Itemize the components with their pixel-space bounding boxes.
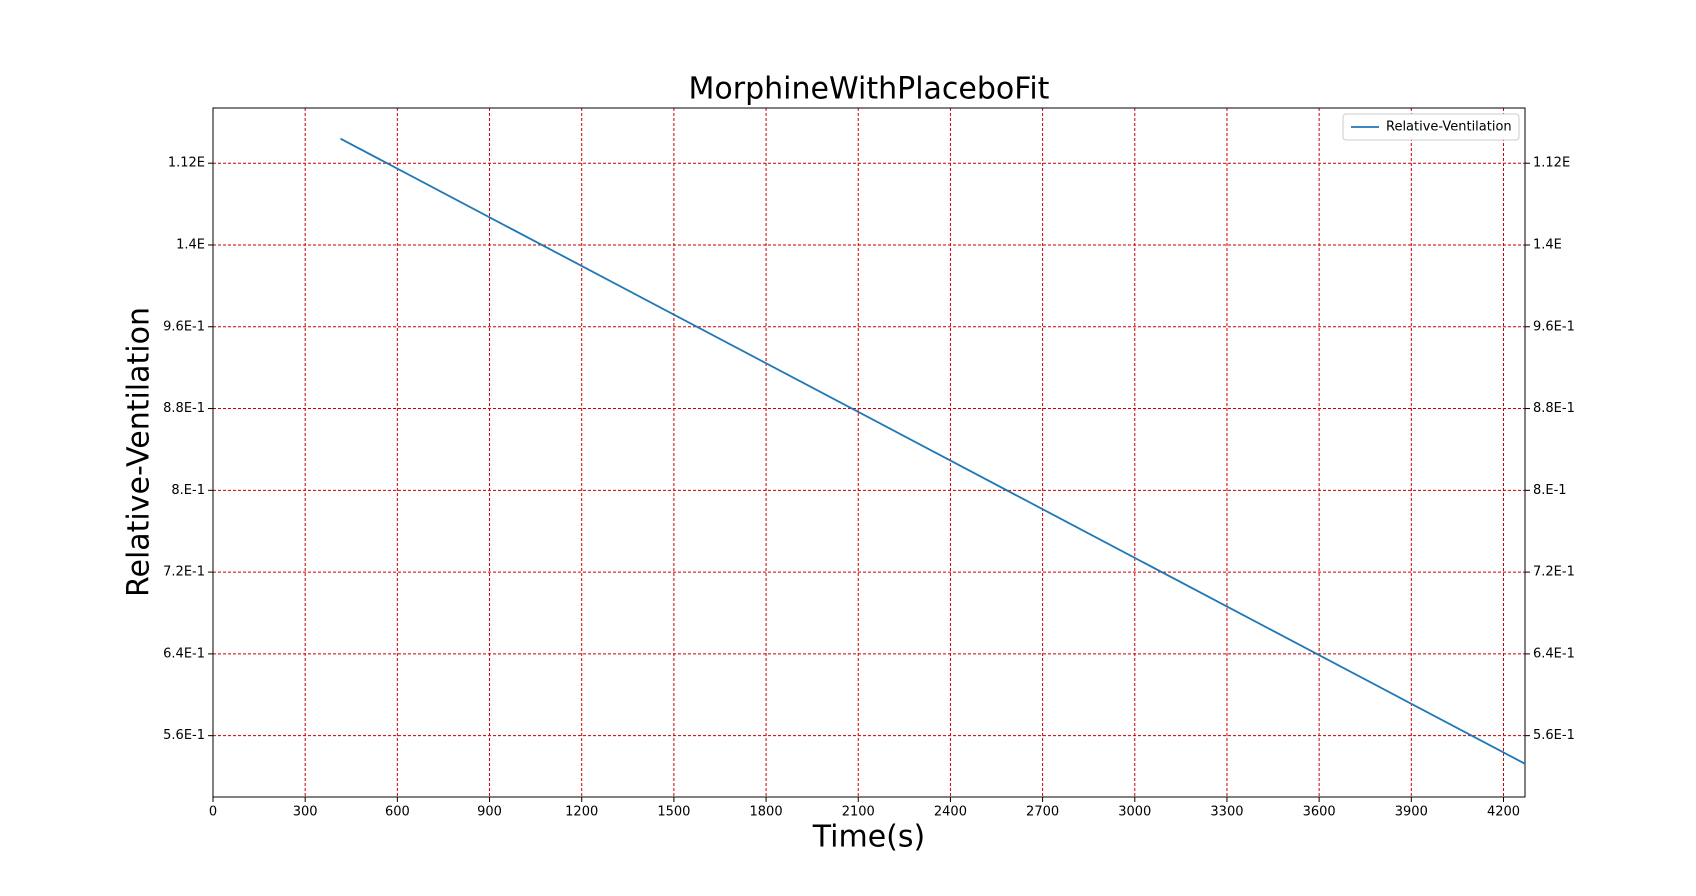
x-tick-label: 1800 xyxy=(750,805,783,820)
x-tick-label: 4200 xyxy=(1487,805,1520,820)
x-axis-label: Time(s) xyxy=(812,820,925,855)
x-tick-label: 900 xyxy=(477,805,502,820)
legend-box xyxy=(1342,113,1520,141)
data-line xyxy=(340,137,1526,765)
x-tick-label: 1200 xyxy=(565,805,598,820)
y-tick-label: 7.2E-1 xyxy=(163,565,205,580)
y-axis-label: Relative-Ventilation xyxy=(122,307,157,597)
y-tick-label: 1.12E xyxy=(168,156,205,171)
legend-label: Relative-Ventilation xyxy=(1386,120,1512,135)
y2-tick-label: 1.4E xyxy=(1533,237,1562,252)
y2-tick-label: 6.4E-1 xyxy=(1533,646,1575,661)
y2-tick-label: 8.8E-1 xyxy=(1533,401,1575,416)
y-tick-label: 8.E-1 xyxy=(171,483,205,498)
x-tick-label: 1500 xyxy=(657,805,690,820)
y-tick-label: 1.4E xyxy=(176,237,205,252)
y-tick-label: 6.4E-1 xyxy=(163,646,205,661)
y2-tick-label: 5.6E-1 xyxy=(1533,728,1575,743)
y2-tick-label: 9.6E-1 xyxy=(1533,319,1575,334)
y2-tick-label: 1.12E xyxy=(1533,156,1570,171)
plot-frame xyxy=(212,107,1526,798)
x-tick-label: 0 xyxy=(209,805,217,820)
y-tick-label: 8.8E-1 xyxy=(163,401,205,416)
x-tick-label: 3300 xyxy=(1210,805,1243,820)
x-tick-label: 3600 xyxy=(1303,805,1336,820)
chart-title: MorphineWithPlaceboFit xyxy=(689,72,1050,107)
y2-tick-label: 8.E-1 xyxy=(1533,483,1567,498)
x-tick-label: 2400 xyxy=(934,805,967,820)
x-tick-label: 3900 xyxy=(1395,805,1428,820)
y-tick-label: 9.6E-1 xyxy=(163,319,205,334)
y-tick-label: 5.6E-1 xyxy=(163,728,205,743)
x-tick-label: 2700 xyxy=(1026,805,1059,820)
x-tick-label: 3000 xyxy=(1118,805,1151,820)
x-tick-label: 600 xyxy=(385,805,410,820)
x-tick-label: 2100 xyxy=(842,805,875,820)
y2-tick-label: 7.2E-1 xyxy=(1533,565,1575,580)
x-tick-label: 300 xyxy=(293,805,318,820)
